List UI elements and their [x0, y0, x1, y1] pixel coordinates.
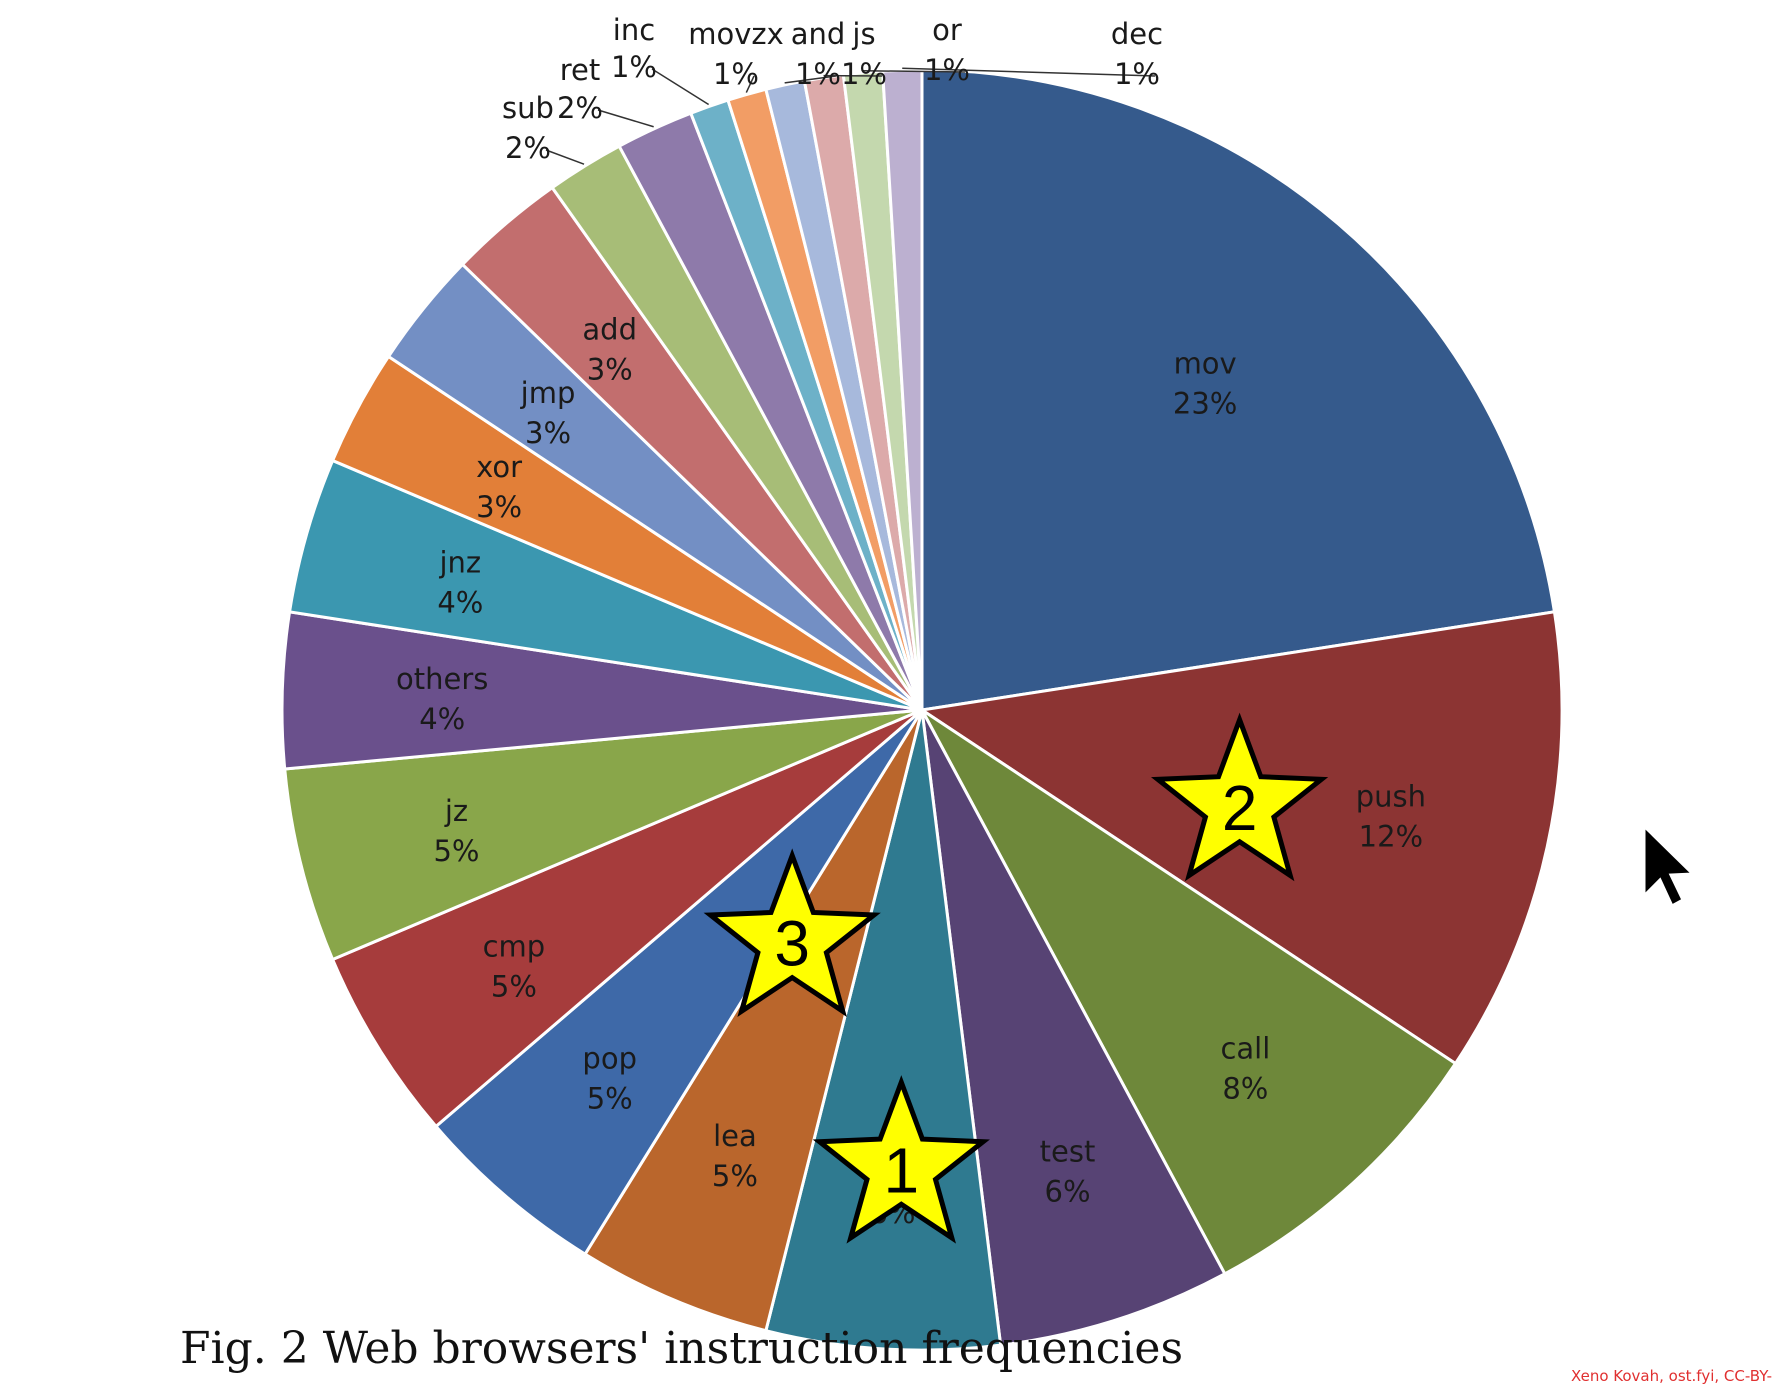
slice-label-test: test 6% [1040, 1134, 1096, 1208]
slice-label-xor: xor 3% [476, 450, 522, 524]
slice-label-movzx: movzx 1% [688, 17, 784, 91]
pie-slice-mov [920, 68, 1557, 712]
slice-label-call: call 8% [1220, 1032, 1270, 1106]
star-icon [812, 1075, 990, 1244]
slice-label-push: push 12% [1356, 780, 1426, 854]
slice-label-others: others 4% [396, 662, 488, 736]
leader-line-movzx [745, 75, 755, 93]
pie-slice-call [920, 708, 1458, 1276]
slice-label-jmp: jmp 3% [520, 376, 576, 450]
slice-label-inc: inc 1% [611, 13, 657, 84]
pie-slice-cmp [330, 708, 923, 1129]
slice-label-js: js 1% [841, 17, 887, 91]
credit-text: Xeno Kovah, ost.fyi, CC-BY- [1571, 1367, 1772, 1385]
slice-label-cmp: cmp 5% [483, 930, 546, 1004]
slice-label-lea: lea 5% [712, 1119, 758, 1193]
leader-line-sub [545, 149, 585, 165]
slice-label-dec: dec 1% [1111, 17, 1163, 91]
pie-slice-pop [433, 708, 924, 1257]
leader-line-inc [651, 68, 710, 106]
star-icon [703, 848, 881, 1018]
slice-label-jnz: jnz 4% [437, 546, 483, 620]
star-number: 3 [774, 908, 810, 980]
leader-line-or [862, 69, 966, 73]
figure-caption: Fig. 2 Web browsers' instruction frequen… [180, 1323, 1184, 1374]
star-annotation-2: 2 [1150, 712, 1329, 882]
slice-label-or: or 1% [924, 13, 970, 87]
star-annotation-3: 3 [703, 848, 881, 1018]
pie-slice-test [920, 709, 1227, 1347]
mouse-cursor-icon [1642, 822, 1697, 909]
star-number: 2 [1222, 772, 1258, 844]
slice-label-ret: ret 2% [557, 53, 603, 125]
star-icon [1150, 712, 1329, 882]
star-number: 1 [883, 1134, 919, 1206]
slice-label-and: and 1% [791, 17, 846, 91]
slice-label-pop: pop 5% [582, 1042, 637, 1116]
pie-slice-jz [283, 708, 923, 962]
slice-label-add: add 3% [582, 312, 637, 386]
pie-slice-lea [583, 709, 924, 1333]
pie-slice-nop [764, 709, 1003, 1352]
slice-label-mov: mov 23% [1173, 347, 1237, 421]
leader-line-ret [597, 109, 654, 128]
slice-label-sub: sub 2% [502, 91, 554, 165]
slice-label-jz: jz 5% [433, 794, 479, 868]
leader-line-and [784, 75, 837, 84]
leader-line-dec [902, 67, 1156, 77]
star-annotation-1: 1 [812, 1075, 990, 1244]
